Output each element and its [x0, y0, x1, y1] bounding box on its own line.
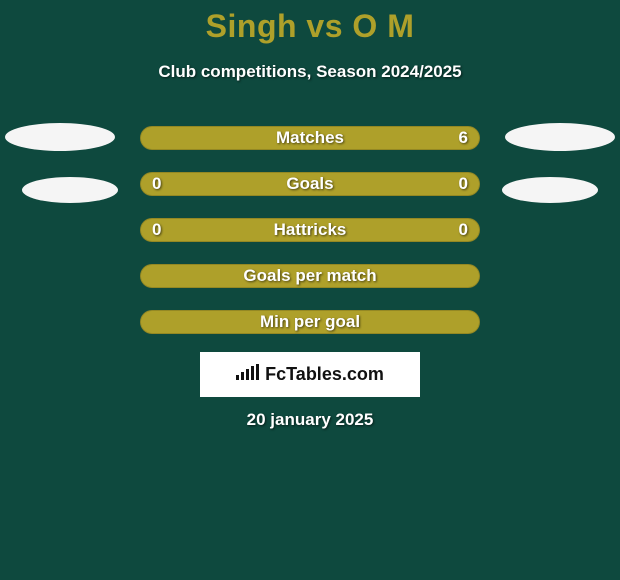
watermark-text: FcTables.com	[265, 364, 384, 385]
left-oval-1	[5, 123, 115, 151]
stat-label: Hattricks	[140, 218, 480, 242]
stat-right-value: 0	[459, 218, 468, 242]
stat-row: Hattricks0 0	[140, 218, 480, 242]
stat-label: Matches	[140, 126, 480, 150]
stat-left-value: 0	[152, 218, 161, 242]
stat-label: Min per goal	[140, 310, 480, 334]
stat-row: Matches6	[140, 126, 480, 150]
date-footer: 20 january 2025	[0, 410, 620, 430]
subtitle: Club competitions, Season 2024/2025	[0, 62, 620, 82]
stat-right-value: 0	[459, 172, 468, 196]
page-title: Singh vs O M	[0, 8, 620, 45]
chart-icon	[236, 364, 259, 385]
right-oval-2	[502, 177, 598, 203]
stat-right-value: 6	[459, 126, 468, 150]
stat-row: Goals per match	[140, 264, 480, 288]
stat-row: Goals0 0	[140, 172, 480, 196]
left-oval-2	[22, 177, 118, 203]
watermark: FcTables.com	[200, 352, 420, 397]
stat-label: Goals	[140, 172, 480, 196]
stat-label: Goals per match	[140, 264, 480, 288]
right-oval-1	[505, 123, 615, 151]
stat-left-value: 0	[152, 172, 161, 196]
stat-row: Min per goal	[140, 310, 480, 334]
